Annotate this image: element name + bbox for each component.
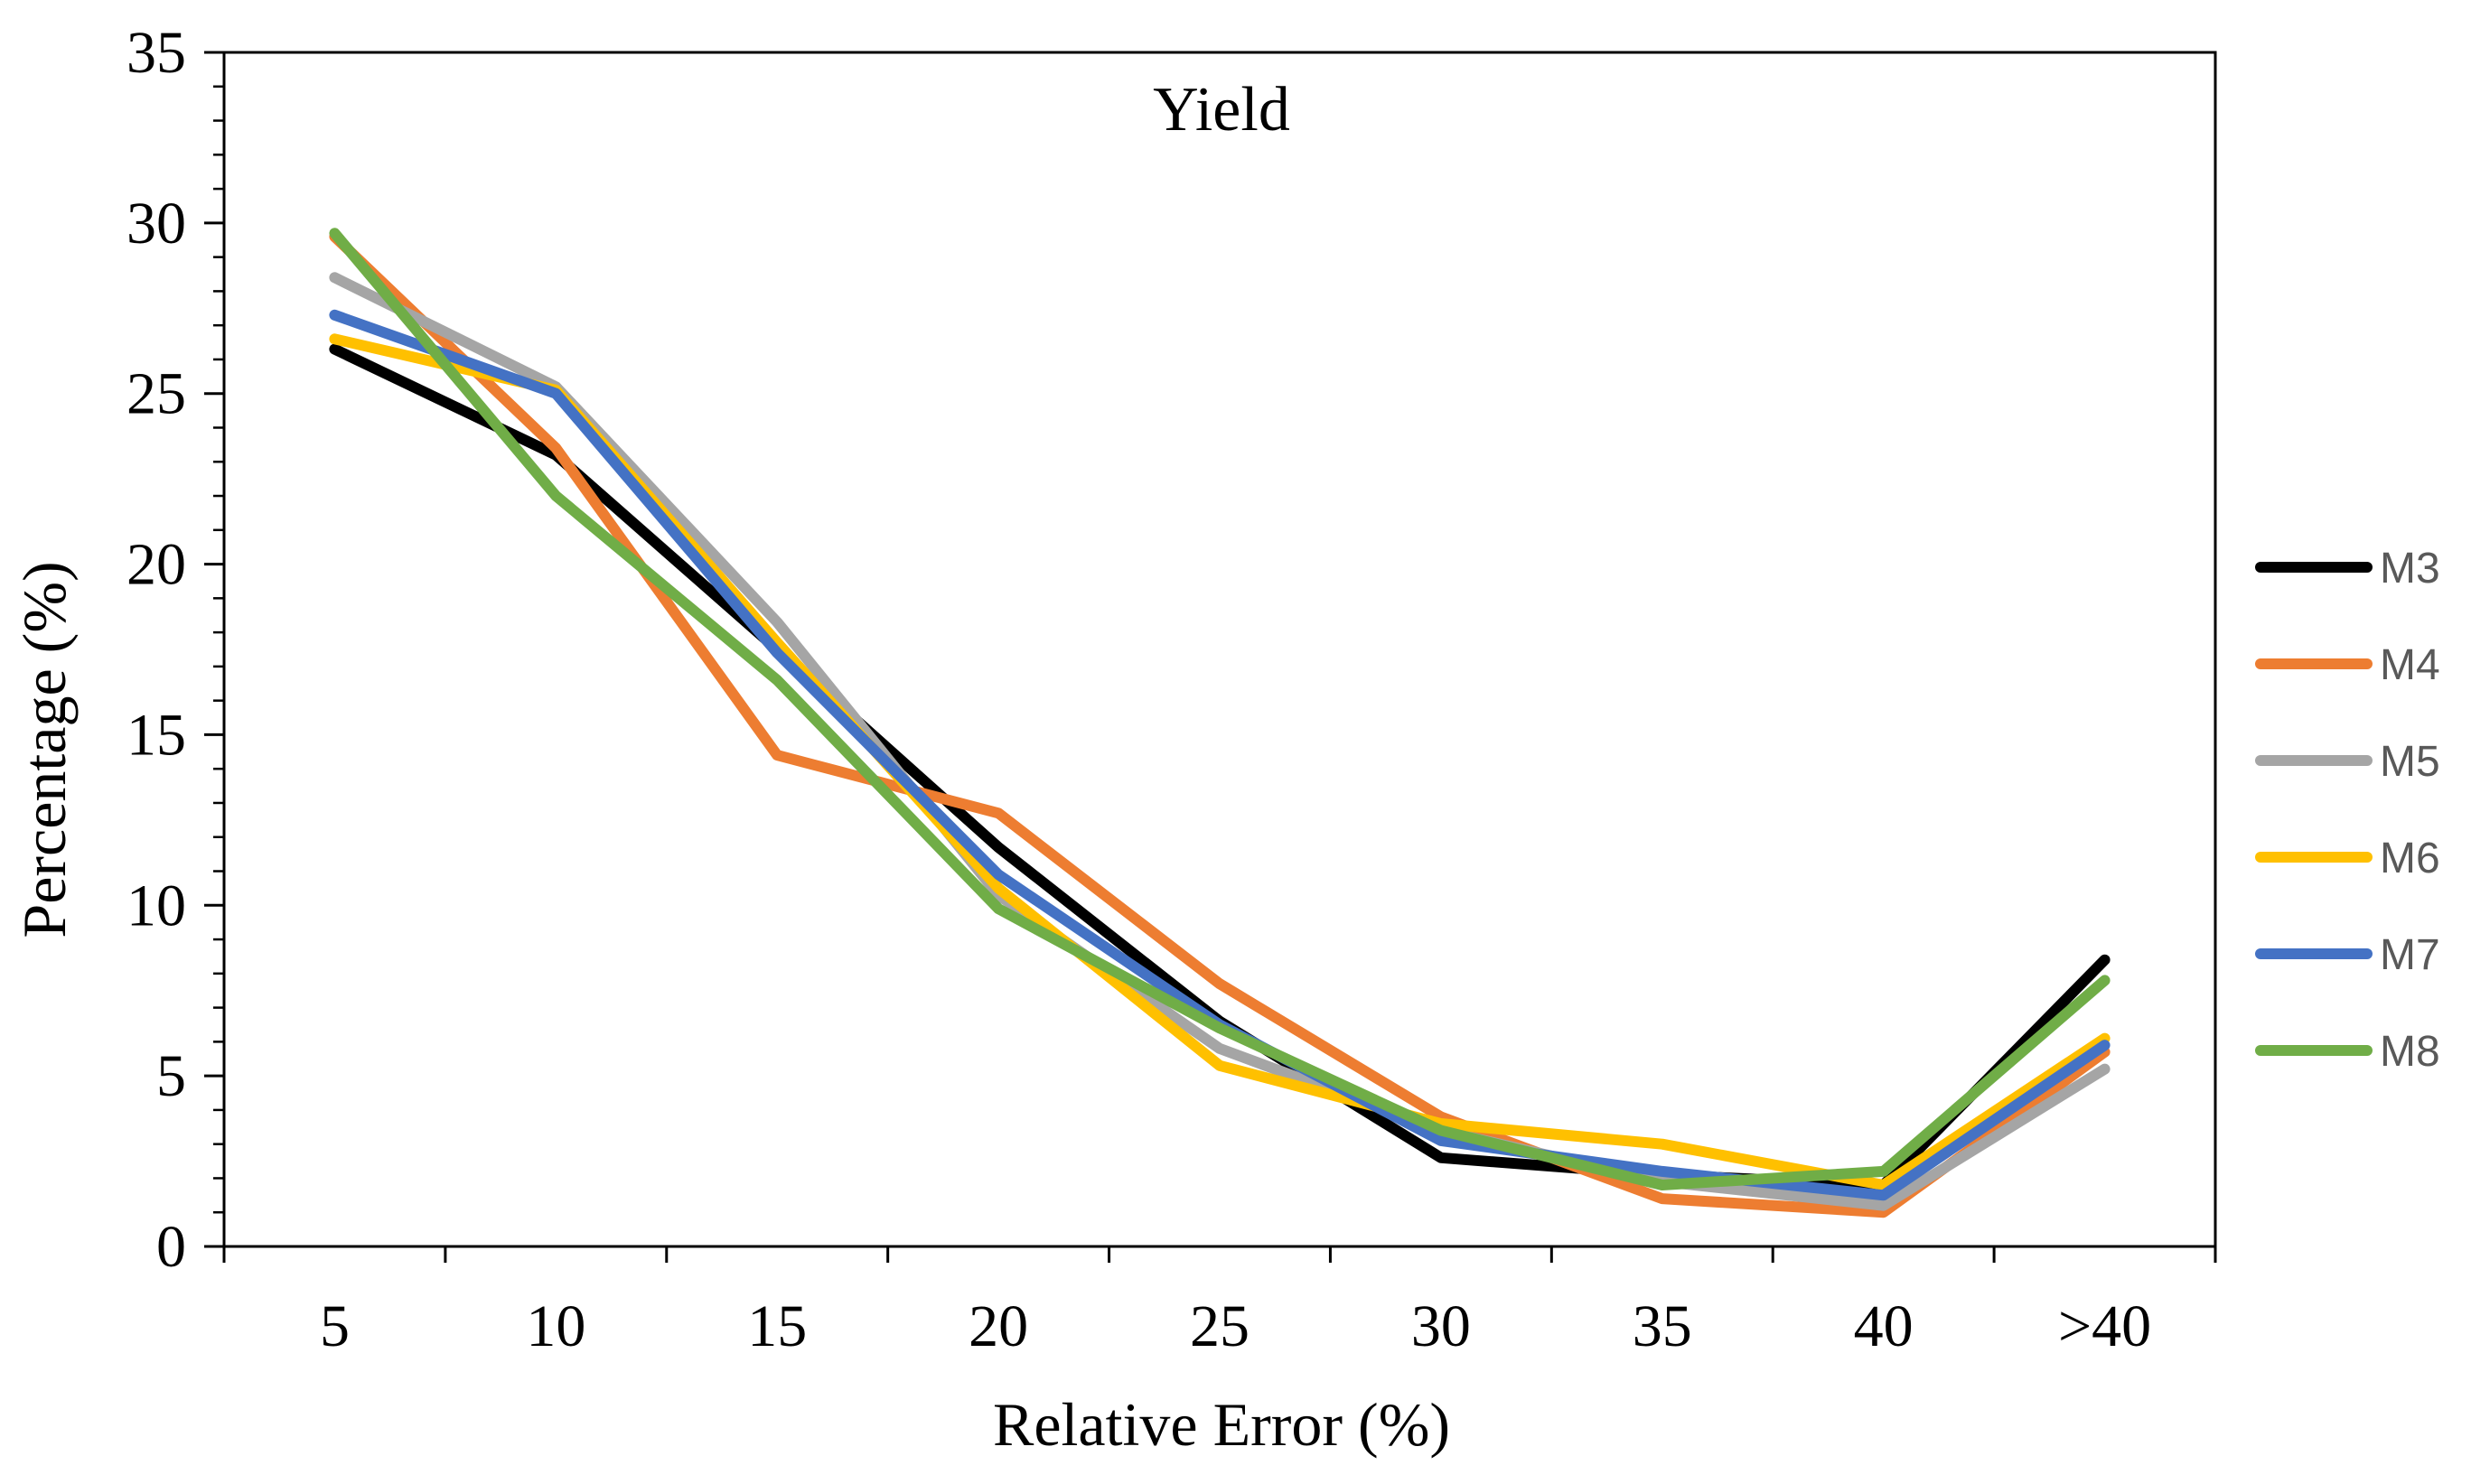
legend-item-m5: M5 xyxy=(2255,738,2440,786)
x-tick-label: 15 xyxy=(747,1293,807,1359)
legend-item-m7: M7 xyxy=(2255,931,2440,979)
series-lines xyxy=(329,228,2111,1218)
y-tick-label: 25 xyxy=(126,361,186,427)
x-tick-label: 5 xyxy=(320,1293,350,1359)
legend-item-m8: M8 xyxy=(2255,1028,2440,1076)
legend-item-m4: M4 xyxy=(2255,641,2440,689)
x-tick-label: 20 xyxy=(969,1293,1028,1359)
legend: M3 M4 M5 M6 M7 M8 xyxy=(2255,545,2440,1076)
y-tick-label: 0 xyxy=(156,1214,186,1280)
y-tick-label: 15 xyxy=(126,702,186,768)
x-tick-label: 25 xyxy=(1190,1293,1250,1359)
y-tick-label: 5 xyxy=(156,1043,186,1109)
x-axis-title: Relative Error (%) xyxy=(993,1390,1450,1459)
legend-item-m3: M3 xyxy=(2255,545,2440,593)
legend-label: M4 xyxy=(2380,641,2440,689)
plot-frame xyxy=(222,51,2217,1248)
legend-label: M7 xyxy=(2380,931,2440,979)
x-tick-label: >40 xyxy=(2058,1293,2151,1359)
y-tick-label: 10 xyxy=(126,873,186,938)
y-tick-label: 35 xyxy=(126,20,186,86)
x-tick-label: 40 xyxy=(1854,1293,1914,1359)
series-line-m6 xyxy=(329,333,2111,1190)
legend-label: M6 xyxy=(2380,835,2440,882)
y-axis-title: Percentage (%) xyxy=(10,561,79,938)
x-tick-label: 35 xyxy=(1633,1293,1692,1359)
y-tick-label: 30 xyxy=(126,191,186,257)
legend-label: M5 xyxy=(2380,738,2440,786)
x-tick-label: 30 xyxy=(1411,1293,1471,1359)
chart-title: Yield xyxy=(1153,75,1290,145)
series-line-m5 xyxy=(329,272,2111,1211)
x-tick-label: 10 xyxy=(526,1293,585,1359)
y-tick-label: 20 xyxy=(126,532,186,598)
legend-label: M8 xyxy=(2380,1028,2440,1076)
series-line-m8 xyxy=(329,228,2111,1190)
legend-item-m6: M6 xyxy=(2255,835,2440,882)
ticks: 0 5 10 15 20 25 30 35 5 10 15 20 25 30 35 40 >40 xyxy=(126,20,2217,1359)
axes xyxy=(222,51,2217,1248)
legend-label: M3 xyxy=(2380,545,2440,593)
